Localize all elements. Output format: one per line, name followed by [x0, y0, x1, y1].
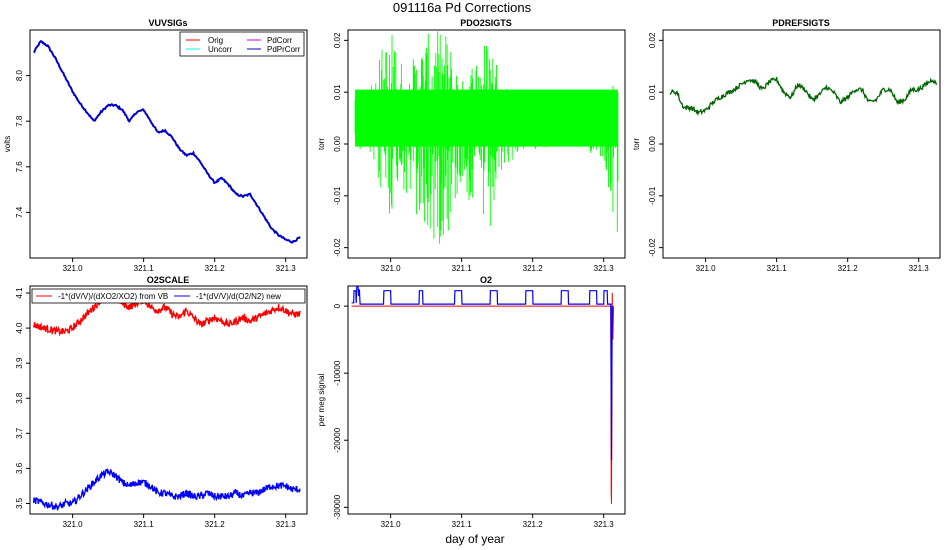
x-tick-label: 321.3	[594, 264, 615, 273]
y-tick-label: 3.9	[15, 357, 24, 369]
y-tick-label: -0.01	[648, 186, 657, 205]
y-tick-label: 7.8	[15, 115, 24, 127]
plot-frame	[29, 29, 308, 259]
y-tick-label: -30000	[333, 494, 342, 519]
legend-box	[31, 288, 306, 304]
panel-title: O2SCALE	[147, 275, 190, 285]
x-tick-label: 321.0	[381, 264, 402, 273]
figure-title: 091116a Pd Corrections	[393, 0, 532, 15]
x-tick-label: 321.1	[134, 264, 155, 273]
series-line-pdo2	[354, 31, 619, 244]
y-tick-label: 4.1	[15, 287, 24, 299]
legend-label-vb: -1*(dV/V)/(dXO2/XO2) from VB	[58, 292, 168, 301]
plot-frame	[29, 285, 308, 515]
marks-group	[669, 76, 938, 117]
legend-label-pdcorr: PdCorr	[267, 36, 293, 45]
y-tick-label: 7.6	[15, 161, 24, 173]
panel-o2scale: O2SCALE -1*(dV/V)/(dXO2/XO2) from VB -1*…	[15, 275, 308, 529]
y-tick-label: 0.02	[648, 32, 657, 48]
x-tick-label: 321.3	[276, 264, 297, 273]
marks-group	[354, 31, 619, 244]
x-tick-label: 321.3	[594, 520, 615, 529]
panel-pdo2sigts: PDO2SIGTS torr 321.0 321.1 321.2 321.3 -0.02…	[317, 18, 626, 273]
x-tick-label: 321.3	[276, 520, 297, 529]
panel-vuvsigs: VUVSIGs volts Orig Uncorr PdCorr PdPrCor…	[3, 18, 308, 273]
y-tick-label: 3.5	[15, 497, 24, 509]
x-tick-label: 321.1	[452, 520, 473, 529]
x-tick-label: 321.2	[205, 264, 226, 273]
series-line-vb	[32, 288, 301, 337]
marks-group	[32, 288, 301, 511]
x-tick-label: 321.2	[838, 264, 859, 273]
x-tick-label: 321.3	[909, 264, 930, 273]
y-tick-label: 3.7	[15, 427, 24, 439]
x-tick-label: 321.2	[205, 520, 226, 529]
y-tick-label: 0.00	[648, 136, 657, 152]
x-tick-label: 321.0	[696, 264, 717, 273]
legend-box	[179, 31, 305, 57]
series-line-o2-blue	[351, 286, 613, 461]
panel-title: PDREFSIGTS	[772, 18, 830, 28]
y-tick-label: 4.0	[15, 322, 24, 334]
y-tick-label: -0.01	[333, 186, 342, 205]
marks-group	[351, 286, 615, 504]
y-axis-label: per meg signal	[317, 374, 326, 427]
y-tick-label: -0.02	[333, 238, 342, 257]
y-tick-label: 8.0	[15, 69, 24, 81]
panel-title: PDO2SIGTS	[460, 18, 512, 28]
y-axis-label: torr	[632, 138, 641, 150]
panel-title: O2	[480, 275, 492, 285]
y-axis-label: torr	[317, 138, 326, 150]
x-tick-label: 321.0	[63, 520, 84, 529]
legend: -1*(dV/V)/(dXO2/XO2) from VB -1*(dV/V)/d…	[31, 288, 306, 304]
series-line-new	[32, 468, 301, 511]
y-tick-label: -20000	[333, 427, 342, 452]
series-line-o2-red	[351, 292, 615, 504]
plot-frame	[662, 29, 941, 259]
marks-group	[32, 39, 301, 244]
figure-xlabel: day of year	[445, 532, 504, 546]
legend-label-new: -1*(dV/V)/d(O2/N2) new	[196, 292, 281, 301]
x-tick-label: 321.0	[381, 520, 402, 529]
x-tick-label: 321.2	[523, 264, 544, 273]
legend-label-orig: Orig	[208, 36, 223, 45]
y-axis-label: volts	[3, 136, 12, 152]
y-tick-label: -10000	[333, 360, 342, 385]
y-tick-label: 0.02	[333, 32, 342, 48]
x-tick-label: 321.0	[63, 264, 84, 273]
y-tick-label: 0.01	[648, 84, 657, 100]
legend: Orig Uncorr PdCorr PdPrCorr	[179, 31, 305, 57]
y-tick-label: 3.8	[15, 392, 24, 404]
panel-title: VUVSIGs	[148, 18, 187, 28]
x-tick-label: 321.1	[134, 520, 155, 529]
y-tick-label: 7.4	[15, 206, 24, 218]
x-tick-label: 321.1	[767, 264, 788, 273]
y-tick-label: 0.00	[333, 136, 342, 152]
y-tick-label: 0.01	[333, 84, 342, 100]
x-tick-label: 321.2	[523, 520, 544, 529]
y-tick-label: -0.02	[648, 238, 657, 257]
plot-frame	[347, 285, 626, 515]
panel-o2: O2 per meg signal 321.0 321.1 321.2 321.3 -3…	[317, 275, 626, 529]
y-tick-label: 3.6	[15, 462, 24, 474]
x-tick-label: 321.1	[452, 264, 473, 273]
series-line-pdprcorr	[32, 39, 301, 244]
panel-pdrefsigts: PDREFSIGTS torr 321.0 321.1 321.2 321.3 -0.0…	[632, 18, 941, 273]
legend-label-pdprcorr: PdPrCorr	[267, 45, 301, 54]
y-tick-label: 0	[333, 303, 342, 308]
series-line-pdref	[669, 76, 938, 117]
legend-label-uncorr: Uncorr	[208, 45, 232, 54]
